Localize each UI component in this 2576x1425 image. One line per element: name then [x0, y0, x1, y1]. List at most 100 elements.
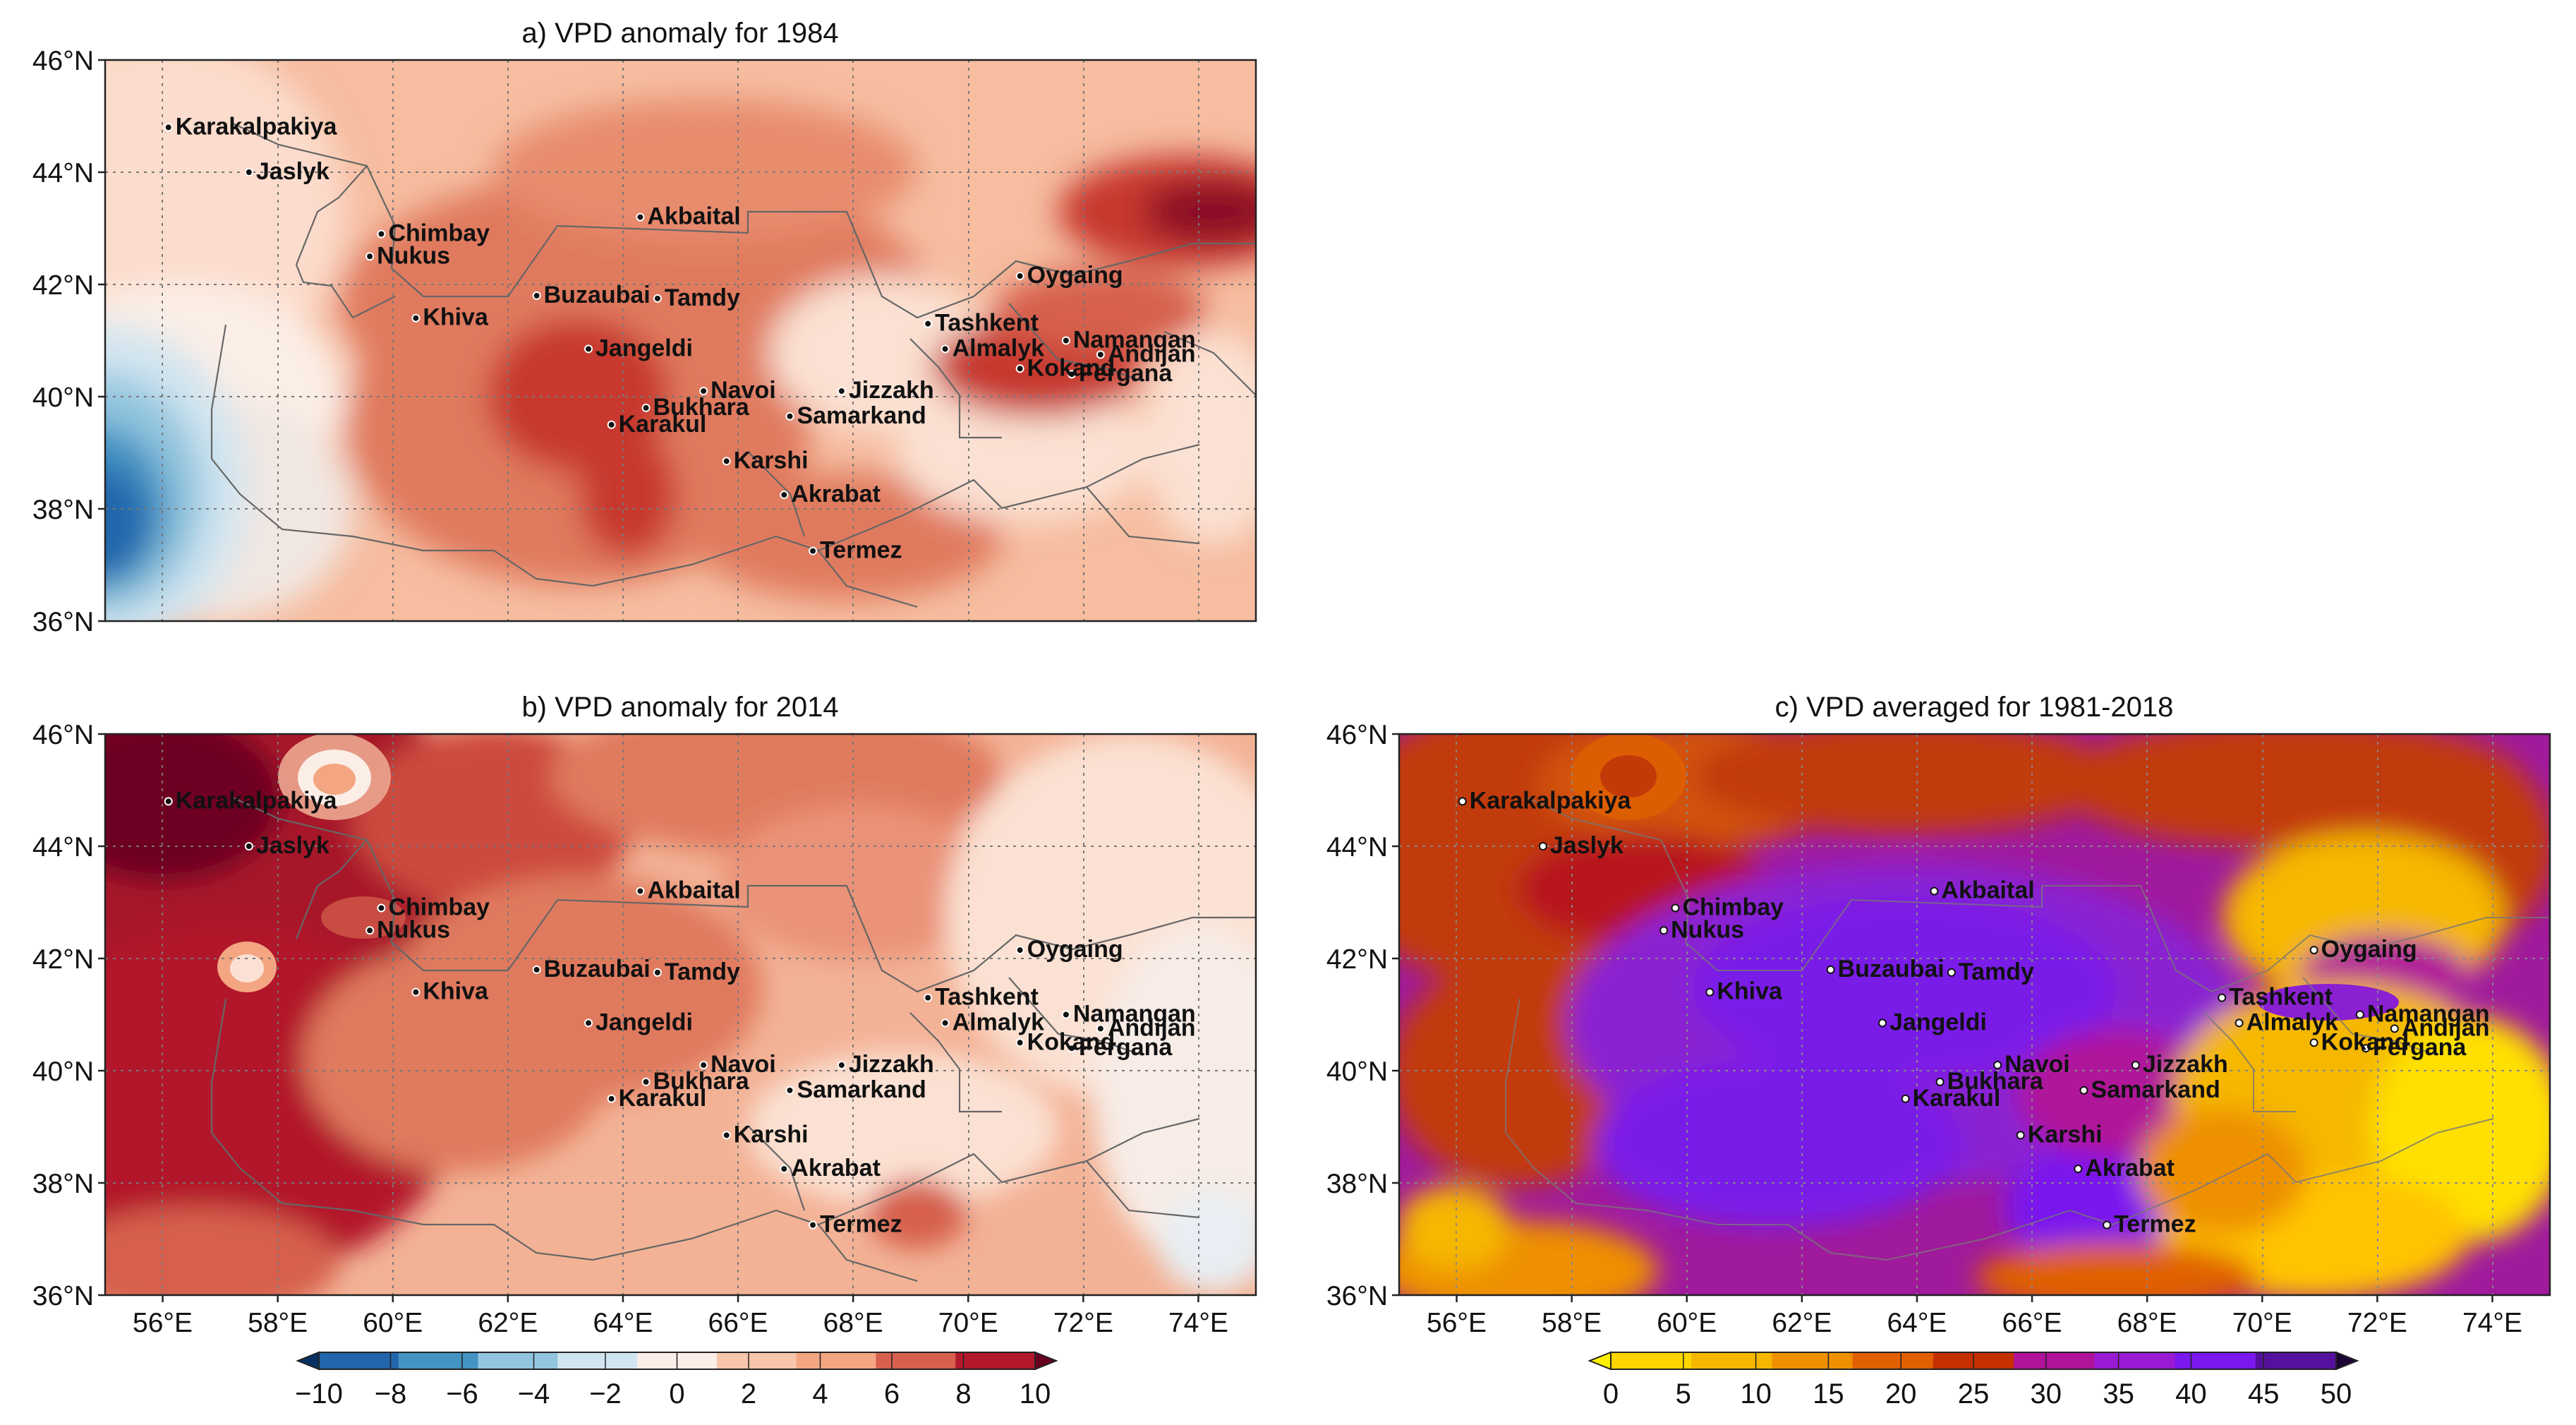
x-tick-label: 56°E [133, 1308, 193, 1338]
station-label: Namangan [1073, 1001, 1196, 1028]
colorbar-tick-label: 10 [1740, 1378, 1772, 1409]
station-marker [1671, 903, 1680, 913]
station-label: Karakalpakiya [176, 787, 338, 814]
station-marker [941, 1018, 950, 1028]
x-tick-label: 60°E [1657, 1308, 1717, 1338]
x-tick-label: 68°E [823, 1308, 883, 1338]
station-label: Tashkent [935, 310, 1039, 337]
colorbar-bin [557, 1352, 638, 1369]
station-label: Kokand [2321, 1028, 2409, 1055]
station-marker [1935, 1077, 1945, 1086]
station-marker [1878, 1018, 1887, 1028]
x-tick-label: 58°E [1542, 1308, 1602, 1338]
x-tick-label: 56°E [1427, 1308, 1487, 1338]
y-tick-label: 44°N [32, 832, 94, 862]
station-label: Almalyk [953, 1009, 1044, 1035]
colorbar-tick-label: 25 [1958, 1378, 1990, 1409]
station-label: Almalyk [953, 335, 1044, 361]
station-marker [699, 1061, 708, 1070]
station-label: Akbaital [647, 203, 740, 230]
x-tick-label: 62°E [478, 1308, 538, 1338]
station-label: Navoi [2004, 1051, 2070, 1078]
station-label: Nukus [1671, 916, 1744, 943]
station-label: Karshi [734, 1121, 809, 1148]
station-marker [809, 546, 818, 555]
station-label: Termez [820, 537, 902, 564]
station-marker [785, 1086, 794, 1095]
x-tick-label: 58°E [248, 1308, 308, 1338]
station-marker [2355, 1010, 2364, 1019]
station-marker [1659, 926, 1669, 935]
colorbar-tick-label: 8 [955, 1378, 971, 1409]
panel-c-title: c) VPD averaged for 1981-2018 [1775, 692, 2174, 723]
station-label: Buzaubai [544, 956, 651, 982]
panel-b-grid [105, 734, 1256, 1295]
station-marker [2309, 946, 2318, 955]
station-label: Kokand [1027, 1028, 1115, 1055]
station-marker [411, 987, 421, 997]
station-label: Akrabat [791, 1155, 881, 1182]
station-marker [641, 403, 651, 412]
panel-c-y-axis: 46°N 44°N 42°N 40°N 38°N 36°N [1326, 720, 1399, 1311]
station-marker [1947, 968, 1956, 977]
station-label: Tashkent [935, 984, 1039, 1011]
station-label: Karshi [2028, 1121, 2103, 1148]
panel-b-y-axis: 46°N 44°N 42°N 40°N 38°N 36°N [32, 720, 105, 1311]
station-marker [1068, 1044, 1077, 1053]
station-label: Karshi [734, 447, 809, 474]
station-label: Oygaing [1027, 936, 1123, 963]
colorbar-tick-label: 50 [2321, 1378, 2352, 1409]
y-tick-label: 42°N [1326, 944, 1388, 975]
y-tick-label: 36°N [32, 1281, 94, 1311]
x-tick-label: 64°E [593, 1308, 653, 1338]
y-tick-label: 38°N [1326, 1169, 1388, 1199]
station-label: Tamdy [1959, 958, 2034, 985]
colorbar-tick-label: 10 [1020, 1378, 1051, 1409]
station-label: Buzaubai [544, 282, 651, 308]
station-label: Khiva [423, 978, 489, 1005]
colorbar-tick-label: 5 [1676, 1378, 1691, 1409]
station-marker [532, 291, 541, 300]
station-marker [164, 797, 173, 806]
panel-a-grid [105, 60, 1256, 621]
station-label: Andijan [2402, 1014, 2490, 1041]
station-marker [2390, 1024, 2399, 1033]
colorbar-tick-label: −2 [589, 1378, 622, 1409]
station-label: Tashkent [2229, 984, 2333, 1011]
station-marker [653, 294, 662, 303]
panel-a-frame [104, 59, 1257, 623]
station-marker [2362, 1044, 2371, 1053]
y-tick-label: 36°N [1326, 1281, 1388, 1311]
panel-a-field [105, 60, 1256, 621]
station-label: Termez [820, 1211, 902, 1238]
colorbar-bin [2175, 1352, 2256, 1369]
station-label: Samarkand [2091, 1076, 2220, 1103]
station-label: Namangan [1073, 327, 1196, 354]
station-label: Karakalpakiya [1470, 787, 1632, 814]
station-label: Andijan [1108, 340, 1196, 367]
colorbar-tick-label: 35 [2103, 1378, 2134, 1409]
station-marker [244, 842, 253, 850]
station-label: Akrabat [2085, 1155, 2175, 1182]
station-marker [2218, 993, 2227, 1002]
station-marker [722, 457, 731, 466]
colorbar-bin [398, 1352, 479, 1369]
colorbar-tick-label: 20 [1885, 1378, 1917, 1409]
station-label: Jizzakh [849, 377, 934, 404]
panel-c-grid [1399, 734, 2550, 1295]
colorbar-bin [1772, 1352, 1854, 1369]
colorbar-extend-low [296, 1351, 320, 1371]
station-label: Akrabat [791, 481, 881, 507]
colorbar-bin [2014, 1352, 2095, 1369]
colorbar-bin [1611, 1352, 1692, 1369]
colorbar-tick-label: −10 [295, 1378, 343, 1409]
panel-c-field [1399, 734, 2550, 1295]
station-marker [1901, 1094, 1910, 1103]
colorbar-tick-label: 2 [741, 1378, 756, 1409]
station-marker [1068, 370, 1077, 379]
colorbar-bin [478, 1352, 558, 1369]
x-tick-label: 66°E [708, 1308, 768, 1338]
station-marker [1705, 987, 1715, 997]
